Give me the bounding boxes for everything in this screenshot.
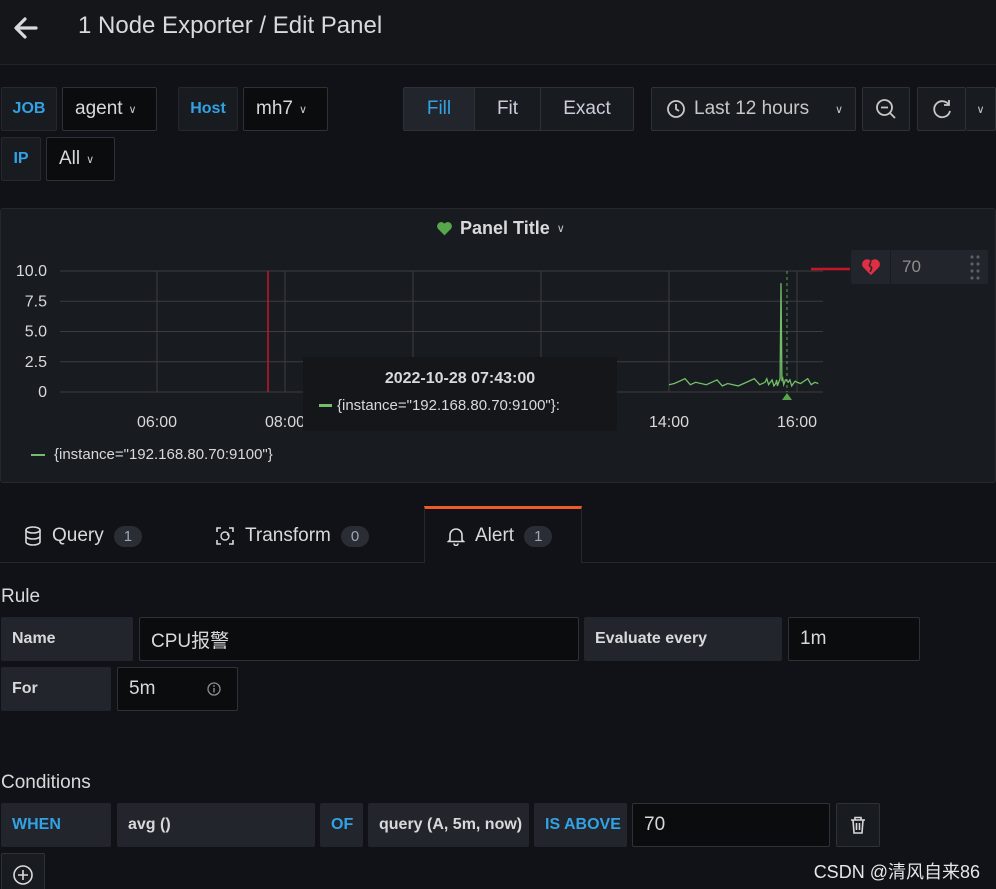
- plus-circle-icon: [13, 865, 33, 885]
- tab-query-label: Query: [52, 525, 104, 546]
- y-tick-label: 0: [38, 384, 47, 401]
- chevron-down-icon: ∨: [834, 103, 843, 116]
- tab-query[interactable]: Query 1: [24, 508, 143, 564]
- view-mode-switch: Fill Fit Exact: [403, 87, 634, 131]
- view-mode-exact[interactable]: Exact: [563, 98, 611, 119]
- tooltip-series-swatch: [319, 404, 332, 407]
- conditions-heading: Conditions: [1, 772, 91, 793]
- tooltip-time: 2022-10-28 07:43:00: [384, 370, 536, 387]
- x-tick-label: 16:00: [777, 414, 817, 431]
- refresh-button[interactable]: [917, 87, 966, 131]
- clock-icon: [667, 100, 685, 118]
- time-range-label: Last 12 hours: [694, 98, 810, 119]
- broken-heart-icon: [851, 250, 891, 284]
- info-icon[interactable]: [207, 682, 221, 696]
- variable-label-host: Host: [178, 87, 238, 131]
- condition-when-label: WHEN: [1, 803, 111, 847]
- x-tick-label: 06:00: [137, 414, 177, 431]
- condition-reducer-select[interactable]: avg (): [117, 803, 315, 847]
- zoom-out-button[interactable]: [862, 87, 910, 131]
- rule-name-label: Name: [1, 617, 133, 661]
- for-label: For: [1, 667, 111, 711]
- page-title: 1 Node Exporter / Edit Panel: [78, 12, 383, 39]
- drag-handle-icon: [970, 255, 980, 280]
- y-tick-label: 2.5: [25, 354, 47, 371]
- chevron-down-icon: ∨: [556, 222, 565, 235]
- heart-icon: [437, 221, 452, 235]
- tab-transform[interactable]: Transform 0: [215, 508, 370, 564]
- evaluate-every-input[interactable]: 1m: [788, 617, 920, 661]
- back-arrow-icon[interactable]: [10, 12, 42, 44]
- watermark: CSDN @清风自来86: [813, 862, 980, 882]
- evaluate-every-label: Evaluate every: [584, 617, 782, 661]
- graph-tooltip: 2022-10-28 07:43:00 {instance="192.168.8…: [303, 357, 617, 431]
- variable-select-job[interactable]: agent ∨: [62, 87, 157, 131]
- tab-query-count: 1: [113, 525, 143, 547]
- chevron-down-icon: ∨: [298, 103, 308, 116]
- y-tick-label: 10.0: [16, 263, 47, 280]
- graph-legend[interactable]: {instance="192.168.80.70:9100"}: [31, 446, 273, 463]
- for-value: 5m: [129, 678, 156, 699]
- tab-alert-label: Alert: [475, 525, 515, 546]
- variable-select-ip[interactable]: All ∨: [46, 137, 115, 181]
- threshold-value: 70: [902, 257, 921, 276]
- threshold-handle[interactable]: 70: [851, 250, 988, 284]
- condition-of-label: OF: [320, 803, 363, 847]
- x-tick-label: 08:00: [265, 414, 305, 431]
- variable-label-ip: IP: [1, 137, 41, 181]
- y-tick-label: 5.0: [25, 324, 47, 341]
- for-input[interactable]: 5m: [117, 667, 238, 711]
- chevron-down-icon: ∨: [976, 103, 985, 116]
- zoom-out-icon: [876, 99, 896, 119]
- database-icon: [25, 526, 41, 546]
- trash-icon: [851, 816, 865, 834]
- chevron-down-icon: ∨: [86, 153, 95, 166]
- add-condition-button[interactable]: [1, 853, 45, 889]
- tab-transform-count: 0: [340, 525, 370, 547]
- variable-select-host[interactable]: mh7 ∨: [243, 87, 328, 131]
- condition-threshold-input[interactable]: 70: [632, 803, 830, 847]
- rule-name-input[interactable]: CPU报警: [139, 617, 579, 661]
- rule-heading: Rule: [1, 586, 41, 607]
- tab-alert-active-bg: [424, 506, 582, 563]
- chevron-down-icon: ∨: [128, 103, 137, 116]
- variable-value-ip: All: [59, 148, 81, 169]
- top-bar: [0, 0, 996, 65]
- delete-condition-button[interactable]: [836, 803, 880, 847]
- refresh-interval-dropdown[interactable]: ∨: [966, 87, 996, 131]
- bell-icon: [447, 528, 465, 546]
- tab-alert-count: 1: [524, 525, 553, 547]
- y-tick-label: 7.5: [25, 293, 47, 310]
- variable-value-job: agent: [75, 98, 123, 119]
- condition-evaluator-select[interactable]: IS ABOVE: [534, 803, 627, 847]
- tab-transform-label: Transform: [245, 525, 331, 546]
- condition-query-select[interactable]: query (A, 5m, now): [368, 803, 529, 847]
- graph-panel: [0, 208, 996, 483]
- variable-label-job: JOB: [1, 87, 57, 131]
- series-line: [668, 283, 819, 388]
- legend-swatch: [31, 453, 45, 456]
- tooltip-series: {instance="192.168.80.70:9100"}:: [337, 397, 560, 414]
- refresh-icon: [932, 100, 951, 119]
- time-range-picker[interactable]: Last 12 hours ∨: [651, 87, 856, 131]
- tab-alert[interactable]: Alert 1: [447, 508, 553, 564]
- panel-header[interactable]: Panel Title ∨: [436, 216, 565, 240]
- view-mode-fill[interactable]: Fill: [404, 88, 475, 130]
- panel-title: Panel Title: [460, 217, 550, 238]
- legend-label: {instance="192.168.80.70:9100"}: [54, 446, 273, 463]
- view-mode-fit[interactable]: Fit: [475, 88, 541, 130]
- variable-value-host: mh7: [256, 98, 293, 119]
- transform-icon: [216, 527, 234, 545]
- alert-annotation-marker: [782, 393, 792, 400]
- x-tick-label: 14:00: [649, 414, 689, 431]
